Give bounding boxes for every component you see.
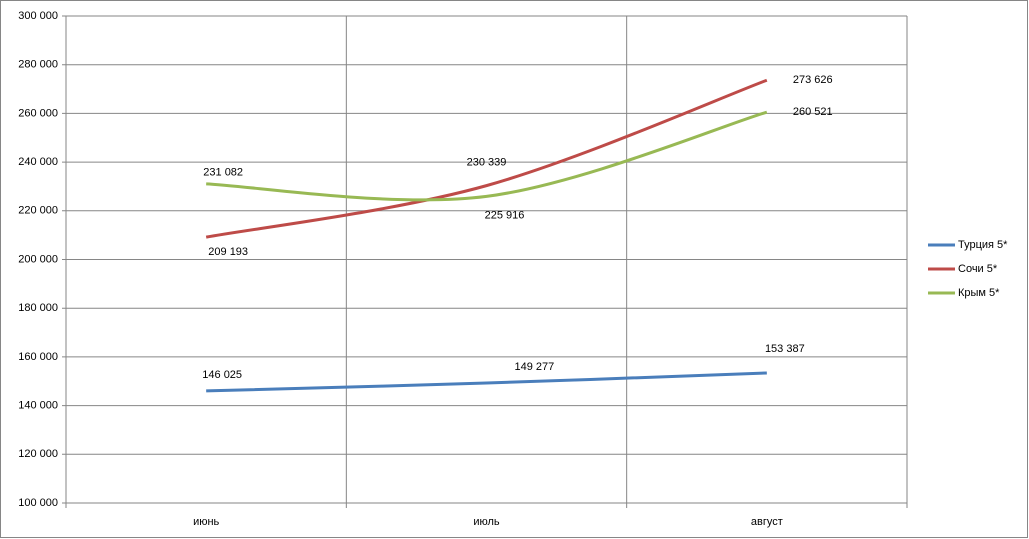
data-label: 230 339 xyxy=(467,157,507,169)
data-label: 260 521 xyxy=(793,106,833,118)
data-label: 273 626 xyxy=(793,74,833,86)
data-label: 146 025 xyxy=(202,369,242,381)
x-tick-label: июль xyxy=(473,516,500,528)
y-tick-label: 100 000 xyxy=(18,497,58,509)
x-tick-label: август xyxy=(751,516,783,528)
x-tick-label: июнь xyxy=(193,516,219,528)
data-label: 149 277 xyxy=(515,361,555,373)
data-label: 209 193 xyxy=(208,246,248,258)
y-tick-label: 160 000 xyxy=(18,351,58,363)
y-tick-label: 280 000 xyxy=(18,59,58,71)
y-tick-label: 220 000 xyxy=(18,205,58,217)
y-tick-label: 300 000 xyxy=(18,10,58,22)
data-label: 225 916 xyxy=(485,209,525,221)
y-tick-label: 260 000 xyxy=(18,107,58,119)
data-label: 231 082 xyxy=(203,167,243,179)
series-line xyxy=(205,78,768,239)
y-tick-label: 140 000 xyxy=(18,400,58,412)
legend-label: Турция 5* xyxy=(958,239,1008,251)
data-label: 153 387 xyxy=(765,343,805,355)
y-tick-label: 120 000 xyxy=(18,448,58,460)
y-tick-label: 180 000 xyxy=(18,302,58,314)
series-line xyxy=(206,371,767,393)
legend-label: Сочи 5* xyxy=(958,263,998,275)
y-tick-label: 240 000 xyxy=(18,156,58,168)
y-tick-label: 200 000 xyxy=(18,253,58,265)
series-line xyxy=(206,110,768,202)
legend-label: Крым 5* xyxy=(958,287,1000,299)
